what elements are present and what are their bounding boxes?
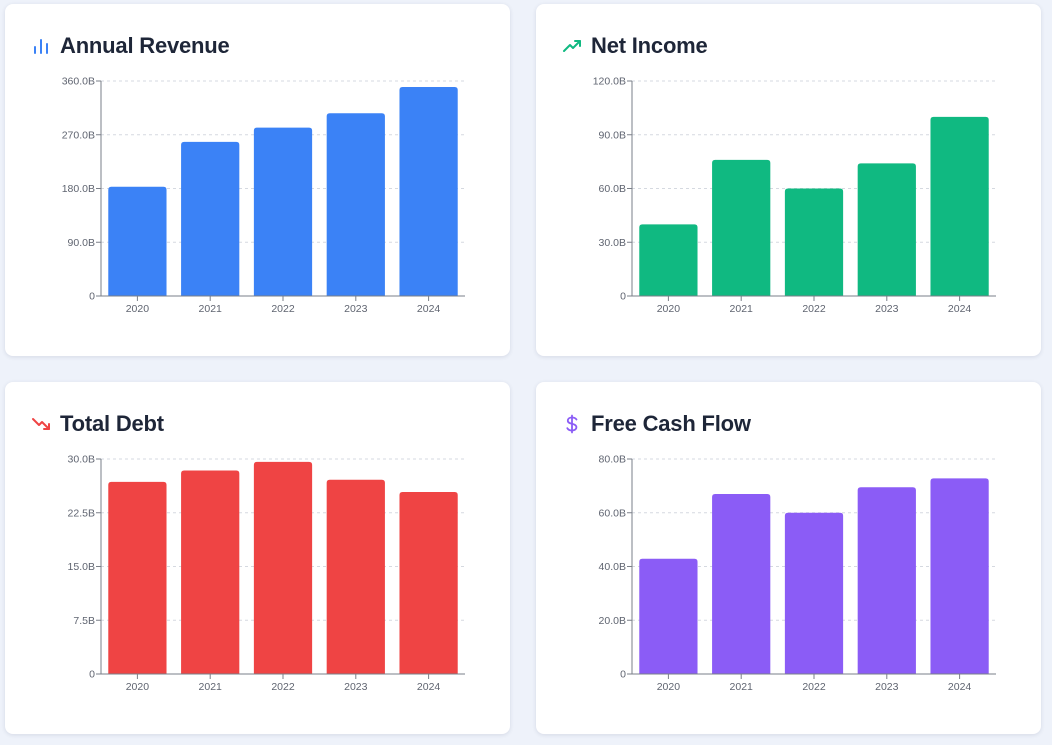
card-title: Free Cash Flow (591, 411, 751, 436)
bar-2020 (639, 224, 698, 296)
bar-2022 (784, 512, 844, 674)
x-tick-label: 2020 (657, 303, 681, 315)
x-tick-label: 2023 (344, 303, 368, 315)
x-tick-label: 2021 (199, 303, 223, 315)
x-tick-label: 2020 (126, 681, 150, 693)
y-tick-label: 40.0B (599, 561, 626, 573)
y-tick-label: 90.0B (68, 237, 95, 249)
y-tick-label: 0 (620, 291, 626, 303)
y-tick-label: 7.5B (73, 615, 95, 627)
card-header: Net Income (562, 30, 708, 62)
bar-2020 (639, 558, 698, 674)
x-tick-label: 2022 (271, 303, 295, 315)
bar-2021 (712, 493, 771, 674)
y-tick-label: 90.0B (599, 129, 626, 141)
bar-2023 (857, 163, 916, 296)
x-tick-label: 2022 (271, 681, 295, 693)
trending-down-icon (31, 414, 51, 434)
card-header: Annual Revenue (31, 30, 230, 62)
y-tick-label: 60.0B (599, 183, 626, 195)
y-tick-label: 270.0B (62, 129, 95, 141)
bar-2022 (253, 127, 313, 296)
y-tick-label: 360.0B (62, 76, 95, 88)
y-tick-label: 80.0B (599, 454, 626, 466)
y-tick-label: 20.0B (599, 615, 626, 627)
free-cash-flow-bar-chart: 0 20.0B 40.0B 60.0B 80.0B 2020 2021 2022 2023 202… (599, 454, 996, 693)
x-tick-label: 2020 (657, 681, 681, 693)
net-income-bar-chart: 0 30.0B 60.0B 90.0B 120.0B 2020 2021 2022 2023 20… (593, 76, 996, 315)
y-tick-label: 0 (620, 669, 626, 681)
revenue-bar-chart: 0 90.0B 180.0B 270.0B 360.0B 2020 2021 2022 2023… (62, 76, 465, 315)
trending-up-icon (562, 36, 582, 56)
bar-2020 (108, 481, 167, 674)
x-tick-label: 2024 (417, 303, 441, 315)
x-tick-label: 2021 (730, 681, 754, 693)
bar-2024 (399, 86, 458, 296)
bar-2022 (253, 461, 313, 674)
bar-2023 (857, 487, 916, 674)
dollar-sign-icon (562, 414, 582, 434)
x-tick-label: 2024 (417, 681, 441, 693)
y-tick-label: 120.0B (593, 76, 626, 88)
bar-chart-icon (31, 36, 51, 56)
x-tick-label: 2024 (948, 681, 972, 693)
card-header: Total Debt (31, 408, 164, 440)
bar-2023 (326, 113, 385, 296)
total-debt-card: Total Debt 0 7.5B 15.0B 22.5B 30.0B 2020 2021 2… (5, 382, 510, 734)
bar-2024 (930, 478, 989, 674)
bar-2021 (181, 470, 240, 674)
y-tick-label: 30.0B (599, 237, 626, 249)
y-tick-label: 30.0B (68, 454, 95, 466)
card-title: Total Debt (60, 411, 164, 436)
x-tick-label: 2022 (802, 681, 826, 693)
y-tick-label: 180.0B (62, 183, 95, 195)
net-income-card: Net Income 0 30.0B 60.0B 90.0B 120.0B 2020 202… (536, 4, 1041, 356)
x-tick-label: 2021 (199, 681, 223, 693)
bar-2024 (399, 491, 458, 674)
y-tick-label: 22.5B (68, 507, 95, 519)
annual-revenue-card: Annual Revenue 0 90.0B 180.0B 270.0B 360.0B 2… (5, 4, 510, 356)
bar-2021 (712, 159, 771, 296)
x-tick-label: 2023 (875, 681, 899, 693)
total-debt-bar-chart: 0 7.5B 15.0B 22.5B 30.0B 2020 2021 2022 2023 2024 (68, 454, 465, 693)
x-tick-label: 2020 (126, 303, 150, 315)
y-tick-label: 0 (89, 291, 95, 303)
x-tick-label: 2022 (802, 303, 826, 315)
y-tick-label: 15.0B (68, 561, 95, 573)
card-title: Annual Revenue (60, 33, 230, 58)
x-tick-label: 2021 (730, 303, 754, 315)
x-tick-label: 2024 (948, 303, 972, 315)
card-header: Free Cash Flow (562, 408, 751, 440)
x-tick-label: 2023 (875, 303, 899, 315)
bar-2023 (326, 479, 385, 674)
bar-2022 (784, 188, 844, 296)
bar-2020 (108, 186, 167, 296)
x-tick-label: 2023 (344, 681, 368, 693)
free-cash-flow-card: Free Cash Flow 0 20.0B 40.0B 60.0B 80.0B 2020… (536, 382, 1041, 734)
bar-2024 (930, 116, 989, 296)
card-title: Net Income (591, 33, 708, 58)
y-tick-label: 0 (89, 669, 95, 681)
bar-2021 (181, 141, 240, 296)
y-tick-label: 60.0B (599, 507, 626, 519)
